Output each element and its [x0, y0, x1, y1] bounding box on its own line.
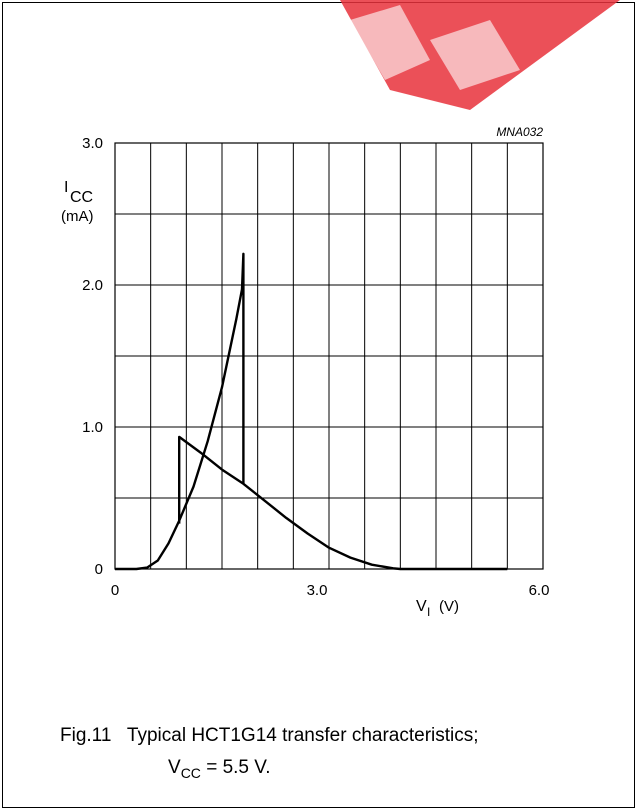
caption-vcc-value: = 5.5 V. — [200, 757, 271, 778]
axes — [114, 142, 544, 570]
caption-vcc-subscript: CC — [180, 765, 201, 781]
y-axis-label-unit: (mA) — [61, 208, 94, 225]
figure-code-label: MNA032 — [496, 125, 543, 139]
x-axis-label-subscript: I — [427, 605, 430, 619]
watermark-logo — [340, 0, 620, 110]
caption-vcc-symbol: V — [168, 757, 181, 778]
y-axis-label-symbol: I — [64, 179, 68, 196]
y-tick-label: 3.0 — [82, 135, 103, 152]
x-axis-label-unit: (V) — [439, 598, 459, 615]
y-tick-label: 1.0 — [82, 419, 103, 436]
series-line-2 — [178, 435, 508, 571]
figure-caption: Fig.11 Typical HCT1G14 transfer characte… — [60, 720, 479, 784]
watermark-cutout-2 — [430, 20, 520, 90]
watermark-cutout-1 — [350, 5, 430, 80]
x-tick-label: 6.0 — [529, 582, 550, 599]
caption-text: Typical HCT1G14 transfer characteristics… — [126, 725, 479, 746]
x-tick-label: 0 — [111, 582, 119, 599]
series-line-1 — [115, 252, 245, 571]
x-tick-label: 3.0 — [307, 582, 328, 599]
y-tick-label: 0 — [95, 561, 103, 578]
x-axis-label-symbol: V — [416, 598, 427, 615]
plot-area-border — [114, 142, 544, 570]
y-tick-label: 2.0 — [82, 277, 103, 294]
caption-line-2: VCC = 5.5 V. — [60, 752, 479, 784]
y-axis-label-subscript: CC — [70, 189, 93, 206]
grid — [114, 142, 544, 570]
caption-fig-number: Fig.11 — [60, 725, 112, 746]
series-group — [115, 252, 508, 571]
